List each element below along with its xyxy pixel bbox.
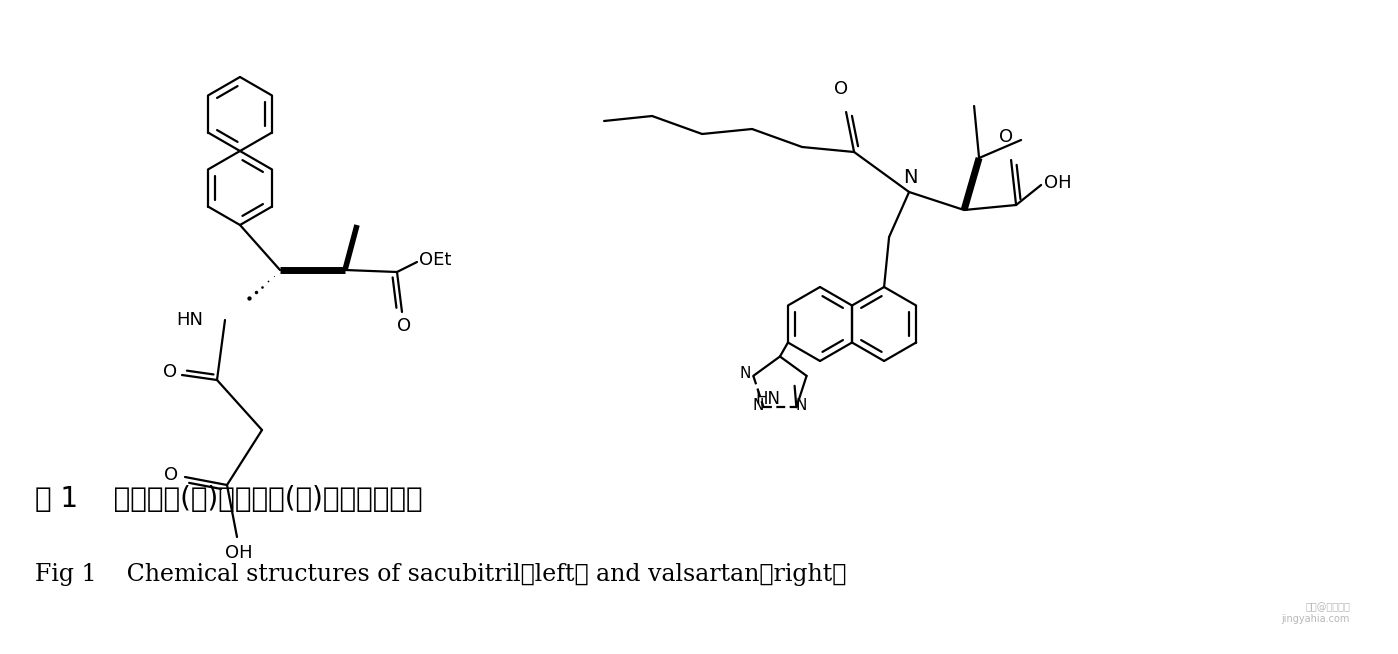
Text: O: O (164, 466, 178, 484)
Text: N: N (795, 398, 807, 413)
Text: N: N (903, 168, 917, 187)
Text: 图 1    沙库巴曲(左)和缳沙坦(右)的化学结构式: 图 1 沙库巴曲(左)和缳沙坦(右)的化学结构式 (35, 485, 422, 513)
Text: O: O (164, 363, 178, 381)
Text: N: N (752, 398, 765, 413)
Text: O: O (397, 317, 411, 335)
Text: OH: OH (225, 544, 253, 562)
Text: 头条@家有好医
jingyahia.com: 头条@家有好医 jingyahia.com (1282, 602, 1350, 624)
Text: O: O (835, 80, 849, 98)
Text: OEt: OEt (419, 251, 452, 269)
Text: Fig 1    Chemical structures of sacubitril（left） and valsartan（right）: Fig 1 Chemical structures of sacubitril（… (35, 562, 846, 585)
Text: HN: HN (755, 390, 780, 408)
Text: N: N (740, 366, 751, 381)
Text: OH: OH (1044, 174, 1072, 192)
Text: O: O (1000, 128, 1014, 146)
Text: HN: HN (176, 311, 203, 329)
